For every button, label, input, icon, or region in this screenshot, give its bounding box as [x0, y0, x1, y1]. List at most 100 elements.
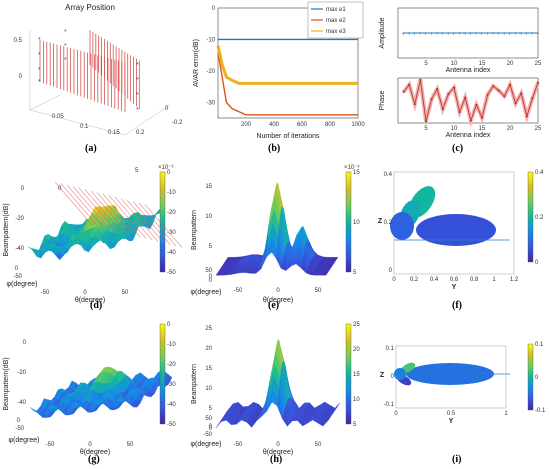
- y-tick-label: -0.1: [384, 402, 395, 408]
- colorbar-tick-label: -40: [167, 250, 176, 256]
- colorbar-tick-label: -20: [167, 362, 176, 368]
- y-axis-label: Amplitude: [379, 17, 386, 48]
- legend-entry: max e3: [326, 29, 346, 35]
- x-axis-label: θ(degree): [263, 449, 293, 456]
- panel-label-c: (c): [452, 143, 464, 154]
- z-tick-label: 0: [21, 186, 25, 192]
- surface-patch: [326, 264, 334, 267]
- colorbar-tick-label: -30: [167, 230, 176, 236]
- x-tick-label: 50: [315, 442, 322, 448]
- amplitude-marker: +: [491, 32, 495, 38]
- overlay-mesh-line: [96, 192, 135, 236]
- y-tick-label: 50: [205, 268, 212, 274]
- amplitude-marker: +: [525, 32, 529, 38]
- colorbar-tick-label: 0.2: [535, 215, 544, 221]
- panel-label-e: (e): [268, 300, 280, 311]
- colorbar-tick-label: 10: [353, 397, 360, 403]
- surface-patch: [331, 257, 339, 259]
- overlay-mesh-line: [90, 190, 129, 235]
- array-position-marker: *: [136, 77, 139, 84]
- surface-patch: [329, 260, 337, 262]
- x-tick-label: 5: [424, 126, 428, 132]
- z-tick-label: -40: [15, 246, 24, 252]
- x-axis-label: θ(degree): [80, 449, 110, 456]
- surface-patch: [323, 269, 331, 271]
- avar-error-chart: 0 -10 -20 -30 200 400 600 800 1000 Number of iter…: [193, 1, 365, 140]
- phase-marker: [480, 116, 484, 119]
- panel-label-d: (d): [90, 300, 103, 311]
- legend-entry: max e2: [326, 18, 346, 24]
- phase-marker: [508, 83, 512, 86]
- phase-marker: [458, 110, 461, 114]
- y-tick-label: 0: [17, 418, 21, 424]
- x-tick-label: 1000: [351, 122, 365, 128]
- colorbar-tick-label: 0.1: [535, 342, 544, 348]
- array-position-marker: *: [64, 57, 67, 64]
- array-position-plot: Array Position * * * * * * * * * * * 0.5 0 0.05 0.1 0.15…: [14, 3, 183, 136]
- array-position-marker: *: [136, 107, 139, 114]
- phase-marker: [402, 90, 405, 94]
- radiation-pattern-3d-1: 0 0.2 0.4 0.6 0.8 1 1.2 0.4 0.2 0 Y Z 0.4 0.2 0: [378, 170, 544, 291]
- colorbar: [527, 171, 534, 263]
- z-tick-label: 0: [19, 74, 23, 80]
- x-tick-label: 50: [127, 442, 134, 448]
- y-tick-label: 0: [165, 106, 169, 112]
- series-line-max-e3: [216, 45, 358, 85]
- x-tick-label: 400: [269, 122, 280, 128]
- radiation-lobe: [390, 212, 414, 240]
- y-axis-label: Z: [378, 218, 383, 225]
- x-tick-label: 50: [122, 290, 129, 296]
- colorbar-tick-label: -10: [167, 342, 176, 348]
- x-tick-label: -50: [41, 290, 50, 296]
- surface-patch: [325, 266, 333, 268]
- x-tick-label: 0.8: [470, 277, 479, 283]
- y-tick-label: -0.2: [172, 120, 183, 126]
- colorbar: [345, 323, 352, 425]
- x-tick-label: 600: [297, 122, 308, 128]
- z-tick-label: 5: [209, 244, 213, 250]
- x-tick-label: 20: [507, 61, 514, 67]
- overlay-mesh-line: [78, 187, 117, 232]
- array-position-marker: *: [38, 79, 41, 86]
- amplitude-marker: +: [480, 32, 484, 38]
- colorbar-tick-label: -10: [167, 190, 176, 196]
- x-axis-label: Antenna index: [446, 132, 491, 139]
- panel-c: + + + + + + + + + + + + + + + + + + + + + + + + +5 10 15 20 25 Antenn…: [370, 0, 550, 140]
- colorbar-tick-label: -30: [167, 382, 176, 388]
- phase-marker: [436, 87, 439, 91]
- x-tick-label: 25: [535, 61, 542, 67]
- y-axis-label: AVAR error(dB): [193, 39, 200, 87]
- overlay-mesh-line: [108, 195, 147, 239]
- panel-label-b: (b): [268, 143, 281, 154]
- amplitude-marker: +: [452, 32, 456, 38]
- radiation-pattern-3d-2: 0 0.5 1 0.1 0 -0.1 Y Z 0.1 0 -0.1: [380, 342, 546, 425]
- x-tick-label: 5: [424, 61, 428, 67]
- chart-title: Array Position: [65, 3, 115, 12]
- exponent-label: ×10⁻³: [158, 165, 173, 171]
- amplitude-marker: +: [458, 32, 462, 38]
- surface-patch: [118, 234, 127, 241]
- amplitude-marker: +: [486, 32, 490, 38]
- x-tick-label: 0.2: [410, 277, 419, 283]
- overlay-mesh-line: [144, 204, 183, 248]
- surface-patch: [320, 273, 328, 276]
- amplitude-marker: +: [446, 32, 450, 38]
- legend-entry: max e1: [326, 7, 346, 13]
- y-tick-label: -30: [206, 100, 215, 106]
- overlay-mesh-line: [102, 193, 141, 238]
- z-tick-label: 10: [205, 214, 212, 220]
- beampattern-surface-2: Beampatternθ(degree)φ(degree)2520151050-…: [191, 322, 361, 456]
- phase-marker: [525, 115, 528, 118]
- colorbar-tick-label: 0: [167, 170, 171, 176]
- x-tick-label: 0.05: [52, 114, 64, 120]
- y-tick-label: -50: [15, 426, 24, 432]
- phase-marker: [531, 97, 534, 100]
- array-position-marker: *: [64, 29, 67, 36]
- phase-marker: [503, 95, 506, 98]
- x-tick-label: 800: [325, 122, 336, 128]
- amplitude-marker: +: [418, 32, 422, 38]
- z-tick-label: 10: [205, 386, 212, 392]
- phase-marker: [469, 119, 472, 122]
- y-tick-label: 0: [209, 278, 213, 284]
- colorbar: [159, 171, 166, 273]
